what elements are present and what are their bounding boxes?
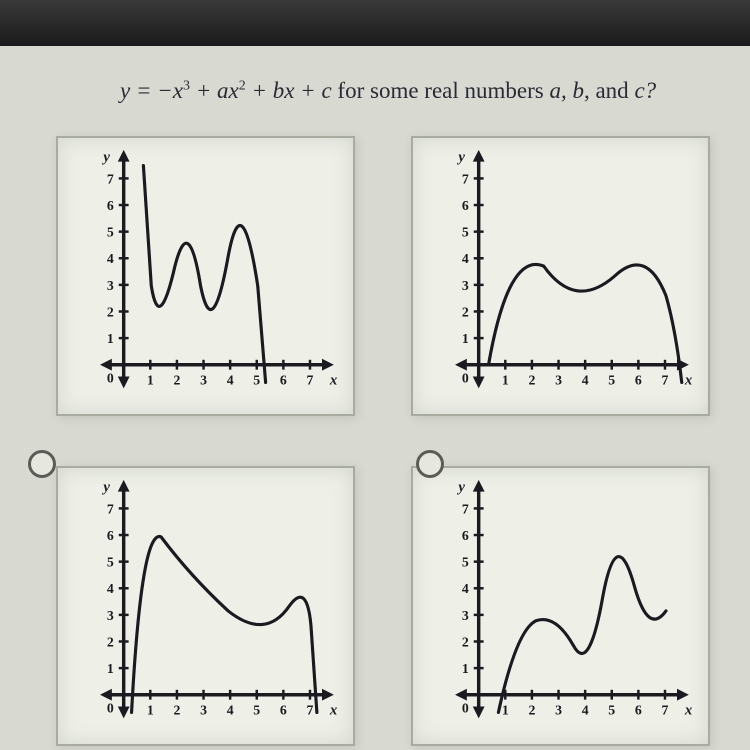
svg-text:5: 5 xyxy=(462,225,469,240)
graph-svg: 1 2 3 4 5 6 7 1 2 3 4 5 6 7 0 y x xyxy=(58,468,353,744)
question-equation: y = −x3 + ax2 + bx + c for some real num… xyxy=(120,78,656,104)
svg-text:3: 3 xyxy=(200,702,207,717)
svg-text:0: 0 xyxy=(462,700,469,715)
svg-text:6: 6 xyxy=(280,702,287,717)
svg-text:0: 0 xyxy=(462,370,469,385)
svg-text:7: 7 xyxy=(662,372,669,387)
graph-panel-top-right[interactable]: 1 2 3 4 5 6 7 1 2 3 4 5 6 7 0 y x xyxy=(411,136,710,416)
svg-text:4: 4 xyxy=(227,372,234,387)
eq-tail: for some real numbers xyxy=(332,78,550,103)
svg-text:1: 1 xyxy=(107,661,114,676)
svg-text:5: 5 xyxy=(107,225,114,240)
svg-text:7: 7 xyxy=(107,501,114,516)
svg-text:5: 5 xyxy=(253,702,260,717)
svg-text:5: 5 xyxy=(462,555,469,570)
svg-text:1: 1 xyxy=(107,331,114,346)
svg-text:6: 6 xyxy=(280,372,287,387)
svg-text:6: 6 xyxy=(107,198,114,213)
svg-text:y: y xyxy=(456,480,465,496)
svg-text:7: 7 xyxy=(307,372,314,387)
svg-text:2: 2 xyxy=(107,304,114,319)
svg-text:4: 4 xyxy=(107,251,114,266)
svg-text:y: y xyxy=(456,150,465,166)
graph-svg: 1 2 3 4 5 6 7 1 2 3 4 5 6 7 0 y x xyxy=(413,468,708,744)
svg-text:2: 2 xyxy=(528,372,535,387)
svg-text:0: 0 xyxy=(107,370,114,385)
svg-text:6: 6 xyxy=(462,528,469,543)
answer-radio-left[interactable] xyxy=(28,450,56,478)
svg-text:6: 6 xyxy=(635,372,642,387)
eq-part: y = −x xyxy=(120,78,183,103)
svg-text:7: 7 xyxy=(462,171,469,186)
svg-text:4: 4 xyxy=(582,702,589,717)
svg-text:5: 5 xyxy=(107,555,114,570)
eq-exp: 3 xyxy=(183,78,190,93)
eq-tail: and xyxy=(595,78,634,103)
svg-text:3: 3 xyxy=(107,278,114,293)
svg-text:0: 0 xyxy=(107,700,114,715)
svg-text:3: 3 xyxy=(107,608,114,623)
svg-text:2: 2 xyxy=(462,304,469,319)
svg-text:y: y xyxy=(101,480,110,496)
eq-tail: c? xyxy=(634,78,656,103)
svg-text:4: 4 xyxy=(582,372,589,387)
graph-panel-top-left[interactable]: 1 2 3 4 5 6 7 1 2 3 4 5 6 7 0 y x xyxy=(56,136,355,416)
svg-text:3: 3 xyxy=(200,372,207,387)
svg-text:x: x xyxy=(329,702,338,718)
svg-text:1: 1 xyxy=(147,372,154,387)
svg-text:7: 7 xyxy=(307,702,314,717)
svg-text:5: 5 xyxy=(608,372,615,387)
svg-text:4: 4 xyxy=(462,251,469,266)
svg-text:1: 1 xyxy=(147,702,154,717)
answer-radio-right[interactable] xyxy=(416,450,444,478)
svg-text:6: 6 xyxy=(107,528,114,543)
eq-part: + ax xyxy=(190,78,239,103)
svg-text:3: 3 xyxy=(462,608,469,623)
svg-text:1: 1 xyxy=(462,661,469,676)
browser-topbar xyxy=(0,0,750,46)
svg-text:6: 6 xyxy=(462,198,469,213)
worksheet-page: y = −x3 + ax2 + bx + c for some real num… xyxy=(0,46,750,750)
svg-text:5: 5 xyxy=(253,372,260,387)
svg-text:x: x xyxy=(684,372,693,388)
svg-text:6: 6 xyxy=(635,702,642,717)
svg-text:x: x xyxy=(684,702,693,718)
svg-text:1: 1 xyxy=(462,331,469,346)
graph-panel-bottom-left[interactable]: 1 2 3 4 5 6 7 1 2 3 4 5 6 7 0 y x xyxy=(56,466,355,746)
graph-panel-bottom-right[interactable]: 1 2 3 4 5 6 7 1 2 3 4 5 6 7 0 y x xyxy=(411,466,710,746)
svg-text:4: 4 xyxy=(462,581,469,596)
svg-text:7: 7 xyxy=(462,501,469,516)
svg-text:3: 3 xyxy=(462,278,469,293)
eq-tail: a, b, xyxy=(549,78,595,103)
graph-svg: 1 2 3 4 5 6 7 1 2 3 4 5 6 7 0 y x xyxy=(58,138,353,414)
svg-text:2: 2 xyxy=(107,634,114,649)
svg-text:y: y xyxy=(101,150,110,166)
svg-text:2: 2 xyxy=(173,372,180,387)
svg-text:2: 2 xyxy=(528,702,535,717)
svg-text:5: 5 xyxy=(608,702,615,717)
svg-text:3: 3 xyxy=(555,702,562,717)
svg-text:2: 2 xyxy=(462,634,469,649)
svg-text:7: 7 xyxy=(662,702,669,717)
svg-text:1: 1 xyxy=(502,702,509,717)
svg-text:7: 7 xyxy=(107,171,114,186)
svg-text:1: 1 xyxy=(502,372,509,387)
answer-grid: 1 2 3 4 5 6 7 1 2 3 4 5 6 7 0 y x 1 2 3 4 5 6 7 1 2 3 4 5 6 7 0 y x 1 2 3 4… xyxy=(56,136,710,746)
svg-text:2: 2 xyxy=(173,702,180,717)
svg-text:4: 4 xyxy=(227,702,234,717)
svg-text:3: 3 xyxy=(555,372,562,387)
svg-text:4: 4 xyxy=(107,581,114,596)
svg-text:x: x xyxy=(329,372,338,388)
graph-svg: 1 2 3 4 5 6 7 1 2 3 4 5 6 7 0 y x xyxy=(413,138,708,414)
eq-part: + bx + c xyxy=(246,78,332,103)
eq-exp: 2 xyxy=(239,78,246,93)
